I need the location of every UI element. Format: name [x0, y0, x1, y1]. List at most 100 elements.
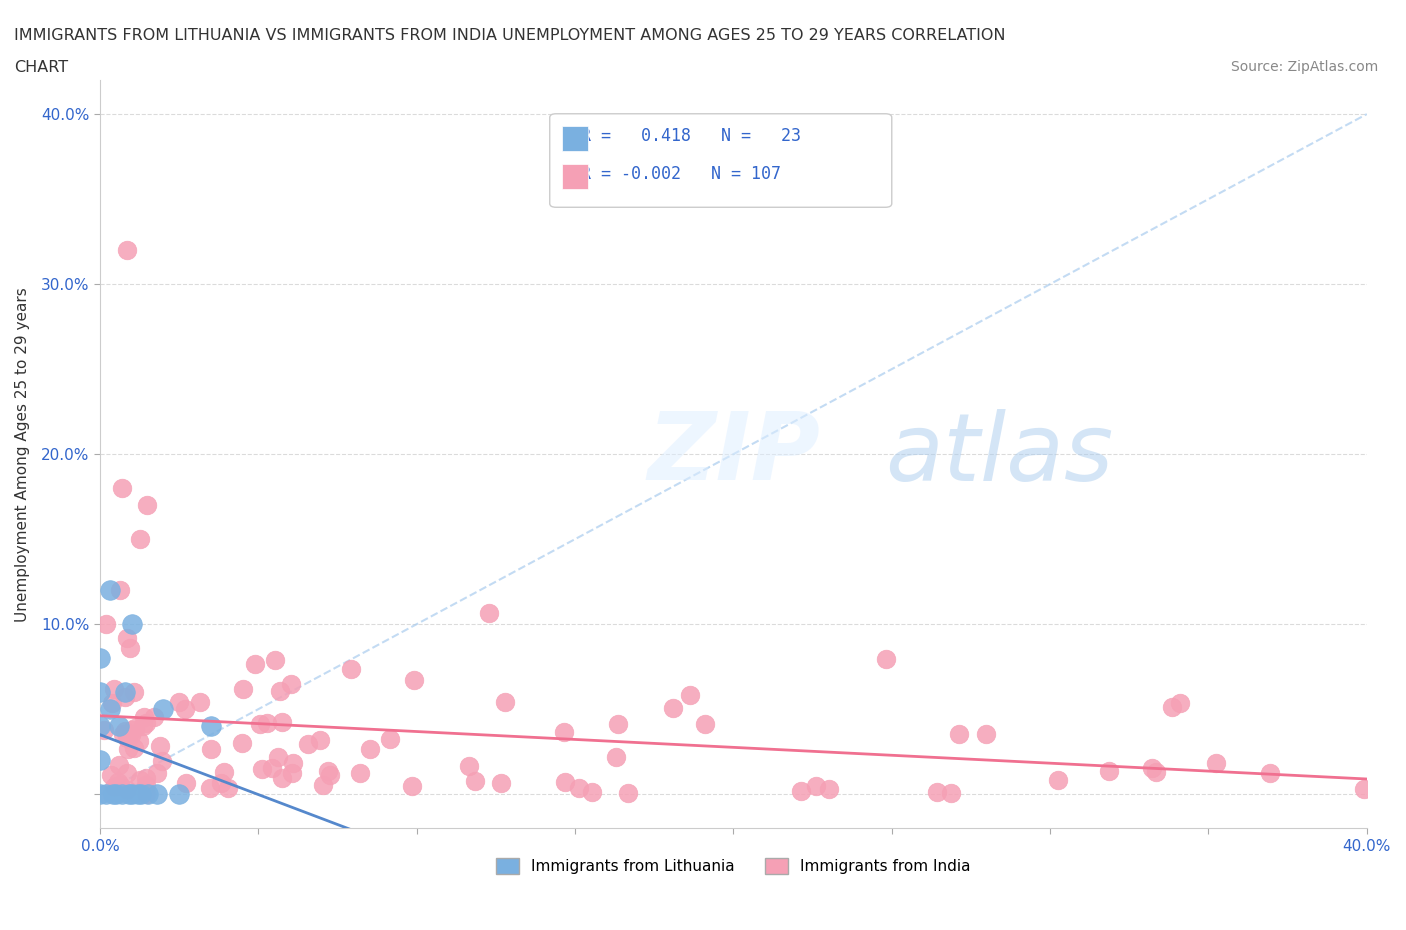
Point: [135, 771, 157, 786]
Point: [145, 765, 167, 780]
Point: [167, 787, 190, 802]
Point: [122, 740, 145, 755]
Point: [98, 702, 121, 717]
Point: [1205, 755, 1227, 770]
Point: [401, 778, 423, 793]
Point: [89, 651, 111, 666]
Point: [232, 682, 254, 697]
Point: [114, 684, 136, 699]
Point: [209, 776, 232, 790]
Point: [150, 753, 173, 768]
Point: [297, 737, 319, 751]
Point: [127, 787, 149, 802]
Point: [111, 787, 134, 802]
Point: [142, 710, 165, 724]
Point: [174, 776, 197, 790]
Point: [121, 617, 143, 631]
Point: [110, 583, 132, 598]
Point: [107, 775, 129, 790]
Point: [198, 780, 221, 795]
Point: [114, 689, 136, 704]
Point: [250, 762, 273, 777]
Point: [115, 782, 138, 797]
Point: [309, 732, 332, 747]
Point: [554, 774, 576, 789]
Point: [129, 532, 152, 547]
Point: [1144, 764, 1167, 779]
Point: [606, 716, 628, 731]
Text: IMMIGRANTS FROM LITHUANIA VS IMMIGRANTS FROM INDIA UNEMPLOYMENT AMONG AGES 25 TO: IMMIGRANTS FROM LITHUANIA VS IMMIGRANTS …: [14, 28, 1005, 43]
Point: [89, 719, 111, 734]
Point: [263, 653, 285, 668]
Point: [94, 617, 117, 631]
Point: [280, 766, 302, 781]
Point: [693, 717, 716, 732]
Point: [115, 243, 138, 258]
Point: [135, 498, 157, 512]
Point: [249, 716, 271, 731]
Point: [458, 758, 481, 773]
Point: [789, 783, 811, 798]
Point: [89, 684, 111, 699]
Point: [271, 770, 294, 785]
Point: [115, 765, 138, 780]
Point: [243, 657, 266, 671]
Point: [316, 764, 339, 778]
Point: [96, 787, 118, 802]
Text: R =   0.418   N =   23: R = 0.418 N = 23: [582, 127, 801, 145]
Point: [605, 750, 627, 764]
Point: [1142, 761, 1164, 776]
Point: [617, 786, 640, 801]
Point: [875, 652, 897, 667]
Point: [267, 751, 290, 765]
Point: [581, 785, 603, 800]
Point: [120, 641, 142, 656]
Point: [134, 709, 156, 724]
Point: [927, 785, 949, 800]
Point: [124, 721, 146, 736]
FancyBboxPatch shape: [562, 164, 588, 189]
Point: [89, 787, 111, 802]
Point: [679, 687, 702, 702]
Point: [378, 732, 401, 747]
Point: [117, 741, 139, 756]
Point: [103, 779, 125, 794]
Point: [212, 764, 235, 779]
Point: [104, 787, 127, 802]
Point: [149, 738, 172, 753]
Point: [948, 726, 970, 741]
FancyBboxPatch shape: [562, 126, 588, 152]
Point: [111, 726, 134, 741]
Point: [319, 767, 342, 782]
Point: [218, 780, 240, 795]
Point: [662, 700, 685, 715]
Text: R = -0.002   N = 107: R = -0.002 N = 107: [582, 165, 782, 182]
Point: [117, 787, 139, 802]
Point: [349, 765, 371, 780]
Point: [89, 752, 111, 767]
Point: [121, 787, 143, 802]
Point: [200, 719, 222, 734]
Point: [1258, 766, 1281, 781]
Point: [132, 719, 155, 734]
Point: [135, 715, 157, 730]
FancyBboxPatch shape: [550, 113, 891, 207]
Point: [129, 787, 152, 802]
Point: [1047, 773, 1070, 788]
Point: [280, 676, 302, 691]
Point: [1098, 764, 1121, 778]
Point: [939, 785, 962, 800]
Text: CHART: CHART: [14, 60, 67, 75]
Point: [256, 716, 278, 731]
Text: atlas: atlas: [886, 408, 1114, 499]
Point: [974, 726, 997, 741]
Point: [108, 719, 131, 734]
Point: [152, 702, 174, 717]
Point: [262, 761, 284, 776]
Point: [1353, 781, 1375, 796]
Point: [117, 631, 139, 645]
Point: [281, 756, 304, 771]
Y-axis label: Unemployment Among Ages 25 to 29 years: Unemployment Among Ages 25 to 29 years: [15, 286, 30, 621]
Point: [107, 758, 129, 773]
Point: [478, 606, 501, 621]
